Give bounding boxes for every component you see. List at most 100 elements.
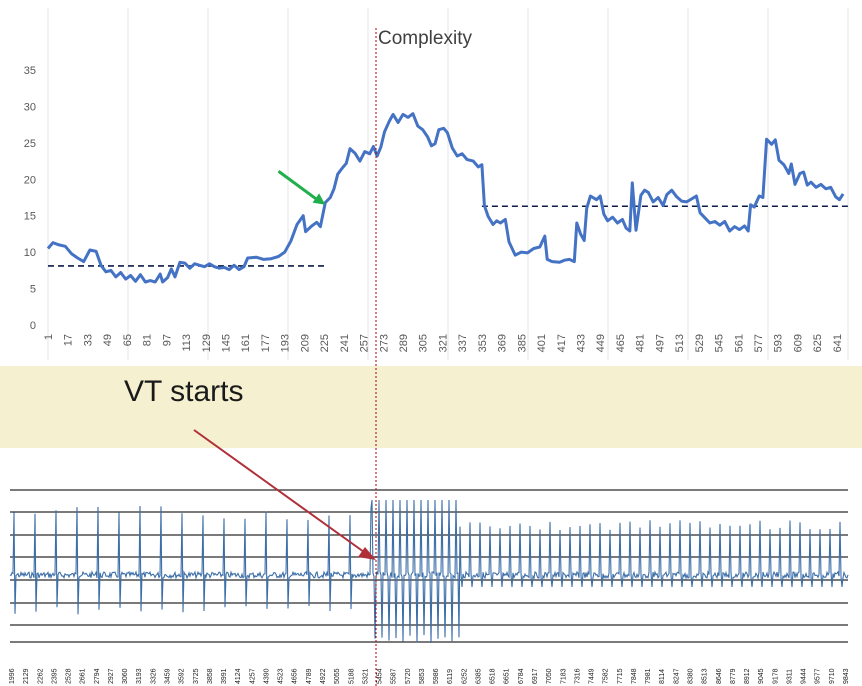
x-tick-label-641: 641 <box>832 334 844 352</box>
x-tick-label-609: 609 <box>792 334 804 352</box>
x-tick-label-625: 625 <box>812 334 824 352</box>
x-tick-label-593: 593 <box>773 334 785 352</box>
chart-title: Complexity <box>378 28 472 49</box>
vt-arrow-head <box>358 547 376 560</box>
ecg-panel <box>0 448 862 686</box>
ecg-tick-label-5720: 5720 <box>405 668 412 684</box>
ecg-tick-label-3060: 3060 <box>122 668 129 684</box>
ecg-tick-label-2262: 2262 <box>37 668 44 684</box>
x-tick-label-481: 481 <box>635 334 647 352</box>
x-tick-label-289: 289 <box>398 334 410 352</box>
x-tick-label-145: 145 <box>221 334 233 352</box>
ecg-tick-label-6385: 6385 <box>475 668 482 684</box>
ecg-tick-label-3592: 3592 <box>179 668 186 684</box>
ecg-tick-label-2129: 2129 <box>23 668 30 684</box>
x-tick-label-577: 577 <box>753 334 765 352</box>
x-tick-label-353: 353 <box>477 334 489 352</box>
x-tick-label-561: 561 <box>733 334 745 352</box>
x-tick-label-113: 113 <box>181 334 193 352</box>
ecg-tick-label-4523: 4523 <box>278 668 285 684</box>
x-tick-label-449: 449 <box>595 334 607 352</box>
ecg-tick-label-9577: 9577 <box>815 668 822 684</box>
x-tick-label-465: 465 <box>615 334 627 352</box>
ecg-tick-label-3858: 3858 <box>207 668 214 684</box>
ecg-tick-label-8380: 8380 <box>688 668 695 684</box>
series-line-0 <box>46 112 845 284</box>
ecg-tick-label-3991: 3991 <box>221 668 228 684</box>
ecg-tick-label-7050: 7050 <box>546 668 553 684</box>
ecg-tick-label-9444: 9444 <box>801 668 808 684</box>
ecg-tick-label-2794: 2794 <box>94 668 101 684</box>
ecg-tick-label-8114: 8114 <box>659 669 666 684</box>
ecg-tick-label-7316: 7316 <box>574 668 581 684</box>
ecg-tick-label-3725: 3725 <box>193 668 200 684</box>
ecg-tick-label-3193: 3193 <box>136 668 143 684</box>
x-tick-label-33: 33 <box>82 334 94 346</box>
x-tick-label-545: 545 <box>714 334 726 352</box>
y-tick-label-15: 15 <box>24 211 36 223</box>
ecg-tick-label-3326: 3326 <box>150 668 157 684</box>
y-tick-label-10: 10 <box>24 247 36 259</box>
ecg-tick-label-7582: 7582 <box>603 668 610 684</box>
ecg-trace <box>9 499 849 644</box>
ecg-tick-label-9045: 9045 <box>758 668 765 684</box>
ecg-tick-label-9178: 9178 <box>772 668 779 684</box>
ecg-tick-label-5188: 5188 <box>348 668 355 684</box>
x-tick-label-529: 529 <box>694 334 706 352</box>
x-tick-label-17: 17 <box>63 334 75 346</box>
vt-starts-label: VT starts <box>124 375 243 408</box>
x-tick-label-401: 401 <box>536 334 548 352</box>
ecg-tick-label-5587: 5587 <box>391 668 398 684</box>
x-tick-label-305: 305 <box>418 334 430 352</box>
ecg-tick-label-4257: 4257 <box>249 668 256 684</box>
x-tick-label-81: 81 <box>142 334 154 346</box>
green-arrow-head <box>312 193 326 205</box>
y-tick-label-30: 30 <box>24 101 36 113</box>
ecg-tick-label-6252: 6252 <box>461 668 468 684</box>
ecg-tick-label-4922: 4922 <box>320 668 327 684</box>
x-tick-label-97: 97 <box>161 334 173 346</box>
x-tick-label-321: 321 <box>437 334 449 352</box>
ecg-tick-label-8513: 8513 <box>702 668 709 684</box>
x-tick-label-129: 129 <box>201 334 213 352</box>
green-arrow-shaft <box>277 170 319 201</box>
ecg-tick-label-6119: 6119 <box>447 669 454 684</box>
ecg-tick-label-2927: 2927 <box>108 668 115 684</box>
x-tick-label-1: 1 <box>43 334 55 340</box>
x-tick-label-193: 193 <box>280 334 292 352</box>
ecg-tick-label-5986: 5986 <box>433 668 440 684</box>
x-tick-label-385: 385 <box>516 334 528 352</box>
ecg-tick-label-6651: 6651 <box>504 668 511 684</box>
x-tick-label-337: 337 <box>457 334 469 352</box>
ecg-tick-label-8912: 8912 <box>744 668 751 684</box>
ecg-tick-label-8247: 8247 <box>673 668 680 684</box>
x-tick-label-513: 513 <box>674 334 686 352</box>
x-tick-label-241: 241 <box>339 334 351 352</box>
ecg-tick-label-7449: 7449 <box>589 668 596 684</box>
ecg-tick-label-7848: 7848 <box>631 668 638 684</box>
x-tick-label-49: 49 <box>102 334 114 346</box>
ecg-tick-label-6917: 6917 <box>532 668 539 684</box>
x-tick-label-225: 225 <box>319 334 331 352</box>
ecg-tick-label-9843: 9843 <box>843 668 850 684</box>
vt-arrow-shaft <box>193 429 365 553</box>
x-tick-label-257: 257 <box>359 334 371 352</box>
ecg-tick-label-2528: 2528 <box>66 668 73 684</box>
ecg-tick-label-5454: 5454 <box>377 668 384 684</box>
x-tick-label-433: 433 <box>576 334 588 352</box>
y-tick-label-20: 20 <box>24 174 36 186</box>
ecg-tick-label-9710: 9710 <box>829 668 836 684</box>
ecg-tick-label-4390: 4390 <box>263 668 270 684</box>
x-tick-label-177: 177 <box>260 334 272 352</box>
y-tick-label-35: 35 <box>24 65 36 77</box>
ecg-tick-label-5853: 5853 <box>419 668 426 684</box>
chart-background <box>0 0 862 366</box>
ecg-tick-label-7183: 7183 <box>560 668 567 684</box>
ecg-tick-label-7715: 7715 <box>617 668 624 684</box>
x-tick-label-161: 161 <box>240 334 252 352</box>
ecg-tick-label-4124: 4124 <box>235 668 242 684</box>
ecg-tick-label-3459: 3459 <box>164 668 171 684</box>
ecg-tick-label-4789: 4789 <box>306 668 313 684</box>
